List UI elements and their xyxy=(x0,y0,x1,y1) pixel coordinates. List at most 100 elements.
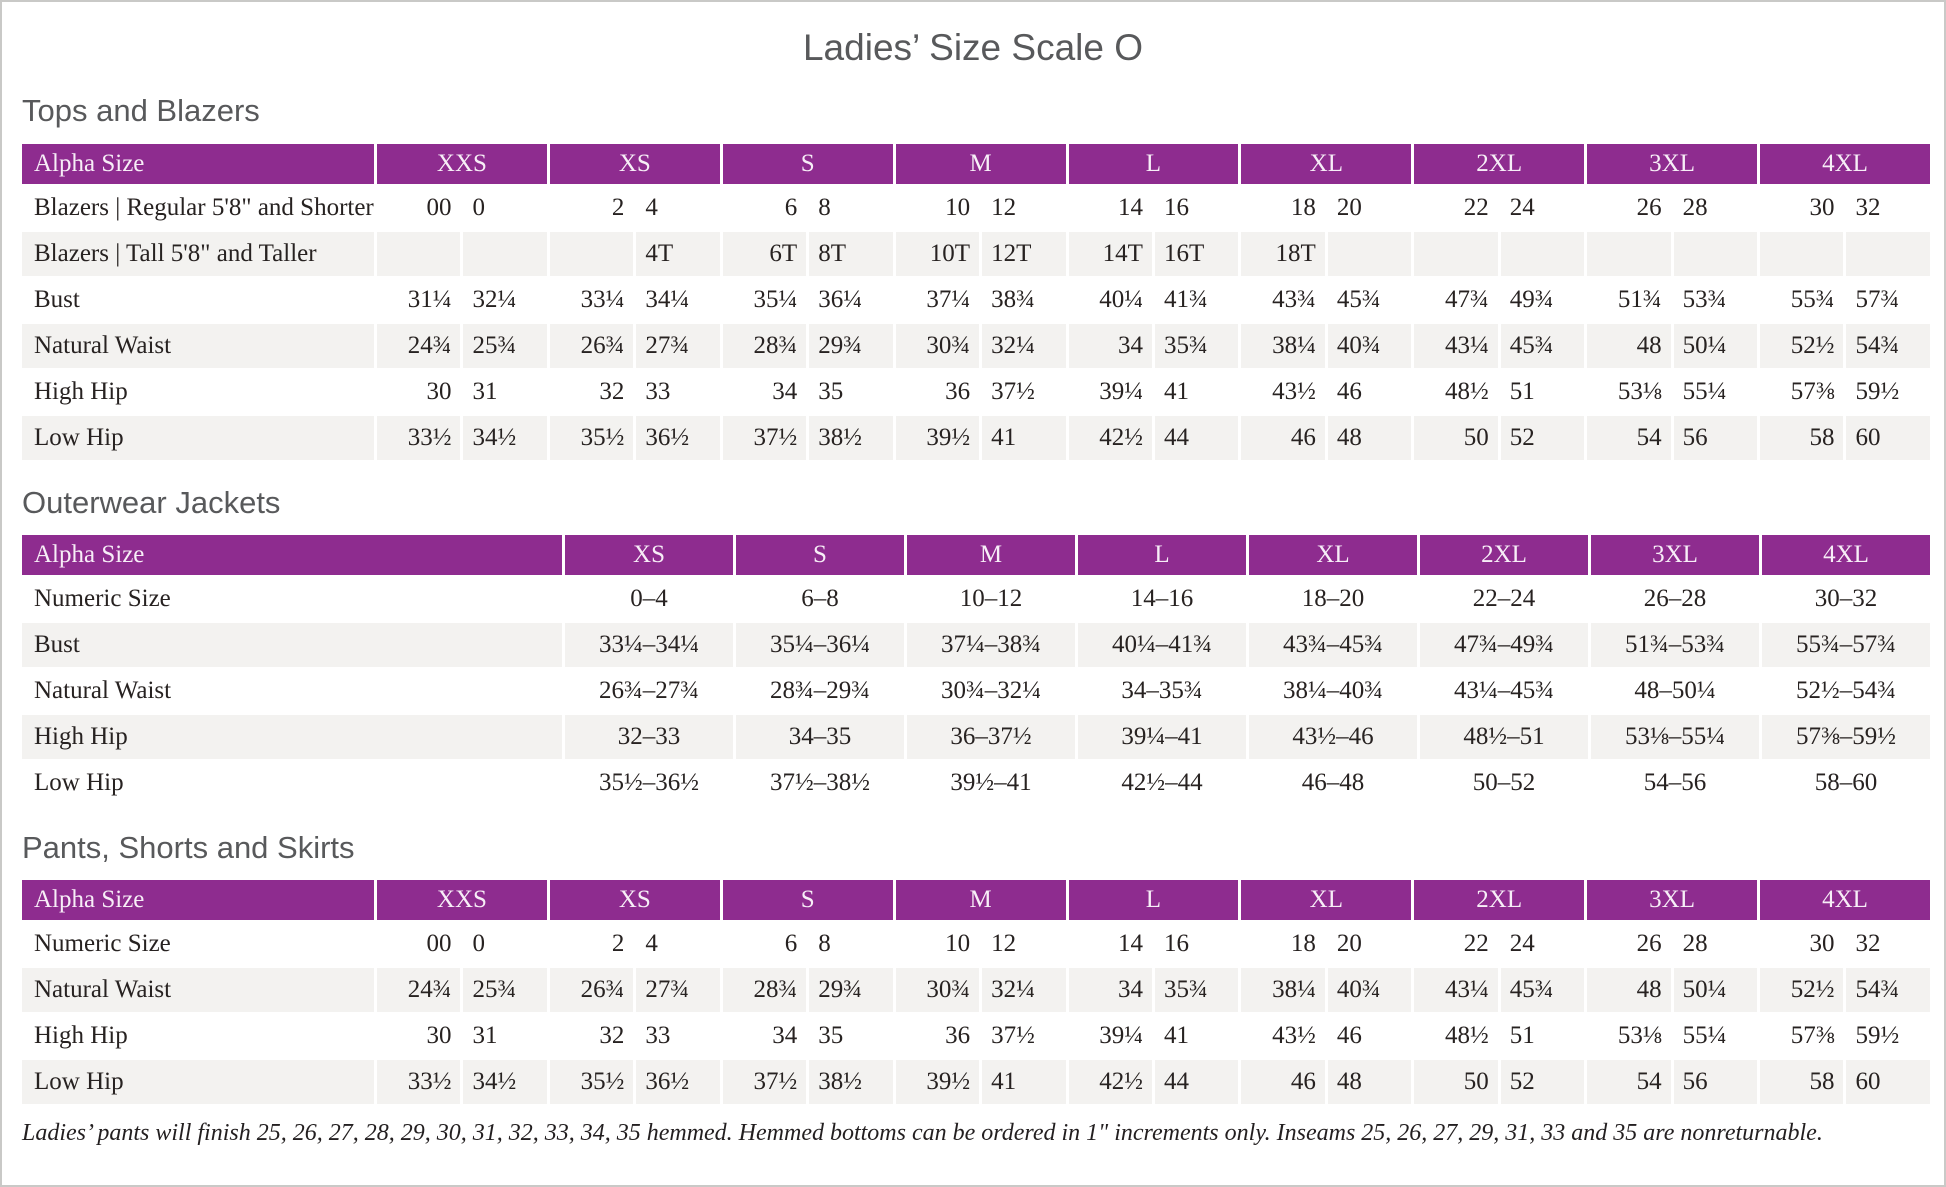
size-cell: 6–8 xyxy=(736,576,904,621)
size-cell: 41¾ xyxy=(1154,277,1239,322)
column-header-m: M xyxy=(895,143,1066,184)
size-cell: 48 xyxy=(1327,415,1412,460)
row-label: Bust xyxy=(22,622,562,667)
size-cell: 39¼–41 xyxy=(1078,714,1246,759)
size-cell: 24¾ xyxy=(377,323,461,368)
size-cell: 52½ xyxy=(1760,968,1844,1013)
size-cell: 8T xyxy=(809,231,893,276)
row-label: Low Hip xyxy=(22,760,562,805)
row-label: Natural Waist xyxy=(22,668,562,713)
size-cell: 50¼ xyxy=(1673,323,1757,368)
size-cell: 43½ xyxy=(1241,1014,1325,1059)
size-cell: 24¾ xyxy=(377,968,461,1013)
size-cell: 55¾–57¾ xyxy=(1762,622,1930,667)
size-cell: 43¼ xyxy=(1414,968,1498,1013)
size-cell: 39¼ xyxy=(1068,1014,1152,1059)
size-cell: 39½ xyxy=(895,415,980,460)
size-cell: 57¾ xyxy=(1846,277,1930,322)
column-header-m: M xyxy=(895,880,1066,921)
size-cell: 36½ xyxy=(636,1060,720,1105)
column-header-2xl: 2XL xyxy=(1414,880,1585,921)
size-table-pants-shorts-and-skirts: Alpha Size XXS XS S M L XL 2XL 3XL 4XL Numeric Siz… xyxy=(19,878,1933,1106)
column-header-alpha-size: Alpha Size xyxy=(22,143,374,184)
size-cell: 27¾ xyxy=(636,323,720,368)
size-cell xyxy=(1673,231,1757,276)
size-cell: 48 xyxy=(1327,1060,1412,1105)
size-cell: 31 xyxy=(463,1014,547,1059)
size-cell: 6 xyxy=(722,185,807,230)
size-cell: 26 xyxy=(1587,922,1671,967)
size-cell: 8 xyxy=(809,922,893,967)
section-heading-pants-shorts-and-skirts: Pants, Shorts and Skirts xyxy=(22,829,355,865)
size-cell: 26¾ xyxy=(549,968,634,1013)
size-cell: 16 xyxy=(1154,922,1239,967)
table-row: Natural Waist 26¾–27¾ 28¾–29¾ 30¾–32¼ 34–35¾… xyxy=(22,668,1930,713)
size-cell: 41 xyxy=(982,1060,1066,1105)
size-cell: 34–35 xyxy=(736,714,904,759)
size-cell: 32¼ xyxy=(463,277,547,322)
size-cell: 55¾ xyxy=(1760,277,1844,322)
size-cell: 50 xyxy=(1414,1060,1498,1105)
size-cell: 55¼ xyxy=(1673,369,1757,414)
size-cell: 25¾ xyxy=(463,968,547,1013)
size-cell: 2 xyxy=(549,922,634,967)
size-cell: 53¾ xyxy=(1673,277,1757,322)
size-cell: 30 xyxy=(377,1014,461,1059)
table-row: High Hip 30 31 32 33 34 35 36 37½ 39¼ 41 43½ 46 48½ 51… xyxy=(22,1014,1930,1059)
section-heading-outerwear-jackets: Outerwear Jackets xyxy=(22,484,281,520)
size-cell: 20 xyxy=(1327,185,1412,230)
size-cell: 43¼–45¾ xyxy=(1420,668,1588,713)
size-cell: 38¼–40¾ xyxy=(1249,668,1417,713)
size-cell: 42½ xyxy=(1068,415,1152,460)
size-cell: 35¼ xyxy=(722,277,807,322)
size-cell: 28¾ xyxy=(722,968,807,1013)
row-label: High Hip xyxy=(22,1014,374,1059)
size-cell: 14 xyxy=(1068,922,1152,967)
size-cell: 51¾ xyxy=(1587,277,1671,322)
size-cell: 52 xyxy=(1500,415,1585,460)
size-cell: 29¾ xyxy=(809,323,893,368)
size-cell: 32¼ xyxy=(982,968,1066,1013)
size-cell: 0 xyxy=(463,185,547,230)
size-cell: 16T xyxy=(1154,231,1239,276)
size-cell: 32–33 xyxy=(565,714,733,759)
size-cell: 46 xyxy=(1327,1014,1412,1059)
table-row: Bust 33¼–34¼ 35¼–36¼ 37¼–38¾ 40¼–41¾ 43¾–45¾ 4… xyxy=(22,622,1930,667)
size-cell: 26 xyxy=(1587,185,1671,230)
size-cell: 51¾–53¾ xyxy=(1591,622,1759,667)
size-cell: 54 xyxy=(1587,415,1671,460)
size-cell: 57⅜ xyxy=(1760,1014,1844,1059)
size-cell: 12 xyxy=(982,922,1066,967)
table-row: Blazers | Regular 5'8" and Shorter 00 0 2 4 6… xyxy=(22,185,1930,230)
size-cell: 40¾ xyxy=(1327,968,1412,1013)
header-row: Alpha Size XXS XS S M L XL 2XL 3XL 4XL xyxy=(22,143,1930,184)
table-container-outerwear-jackets: Alpha Size XS S M L XL 2XL 3XL 4XL Numeric Size 0–… xyxy=(19,533,1930,807)
size-cell: 30¾–32¼ xyxy=(907,668,1075,713)
column-header-alpha-size: Alpha Size xyxy=(22,534,562,575)
column-header-l: L xyxy=(1068,143,1239,184)
size-cell: 42½–44 xyxy=(1078,760,1246,805)
size-cell: 33 xyxy=(636,369,720,414)
size-cell: 53⅛ xyxy=(1587,369,1671,414)
column-header-4xl: 4XL xyxy=(1762,534,1930,575)
size-cell: 52 xyxy=(1500,1060,1585,1105)
size-cell: 57⅜–59½ xyxy=(1762,714,1930,759)
size-cell: 34 xyxy=(1068,968,1152,1013)
size-cell: 10 xyxy=(895,185,980,230)
size-cell: 14T xyxy=(1068,231,1152,276)
size-cell: 47¾–49¾ xyxy=(1420,622,1588,667)
size-cell: 33¼ xyxy=(549,277,634,322)
size-cell xyxy=(1587,231,1671,276)
size-cell: 18 xyxy=(1241,185,1325,230)
hemming-footnote: Ladies’ pants will finish 25, 26, 27, 28… xyxy=(22,1120,1823,1147)
size-cell: 32 xyxy=(1846,185,1930,230)
size-cell: 33½ xyxy=(377,415,461,460)
column-header-xl: XL xyxy=(1241,143,1412,184)
size-cell: 43¾–45¾ xyxy=(1249,622,1417,667)
column-header-xxs: XXS xyxy=(377,143,547,184)
page: Ladies’ Size Scale O Tops and Blazers Al… xyxy=(2,26,1944,1147)
size-cell: 35¼–36¼ xyxy=(736,622,904,667)
size-cell: 41 xyxy=(1154,369,1239,414)
size-cell: 55¼ xyxy=(1673,1014,1757,1059)
row-label: Blazers | Tall 5'8" and Taller xyxy=(22,231,374,276)
